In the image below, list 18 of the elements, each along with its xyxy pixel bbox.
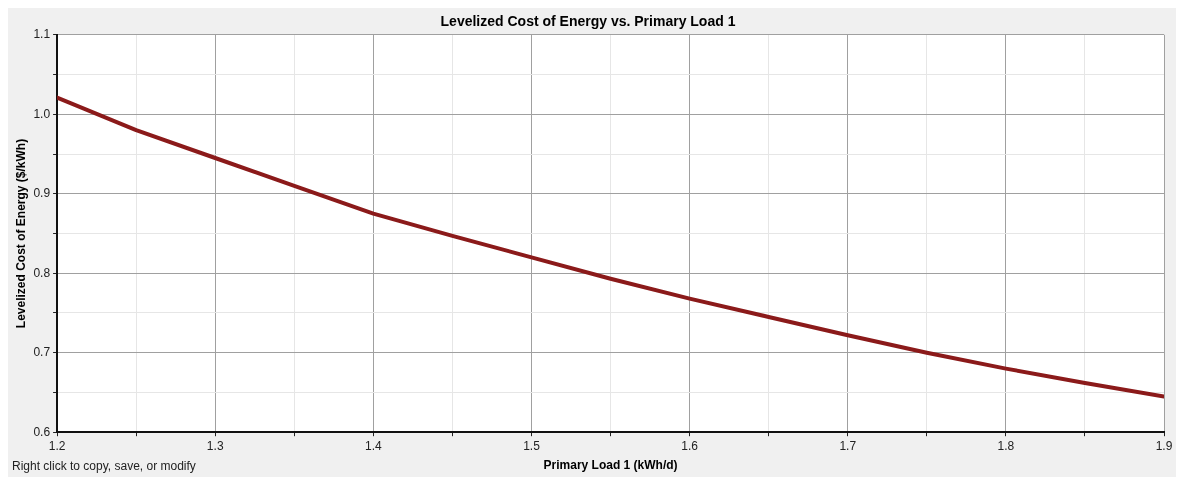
y-tick-label: 1.1 [33, 27, 51, 42]
x-tick-label: 1.5 [523, 438, 541, 453]
x-tick-label: 1.2 [48, 438, 66, 453]
y-tick-label: 0.9 [33, 186, 51, 201]
x-tick-label: 1.6 [681, 438, 699, 453]
y-axis-title: Levelized Cost of Energy ($/kWh) [13, 138, 28, 329]
y-tick-label: 1.0 [33, 106, 51, 121]
y-tick-label: 0.6 [33, 424, 51, 439]
chart-title: Levelized Cost of Energy vs. Primary Load 1 [440, 13, 736, 30]
y-tick-label: 0.7 [33, 345, 51, 360]
y-tick-label: 0.8 [33, 265, 51, 280]
x-tick-label: 1.4 [365, 438, 383, 453]
x-tick-label: 1.8 [997, 438, 1015, 453]
x-tick-label: 1.9 [1155, 438, 1173, 453]
x-tick-label: 1.3 [206, 438, 224, 453]
text: Right click to copy, save, or modify [12, 459, 196, 474]
x-tick-label: 1.7 [839, 438, 857, 453]
x-axis-title: Primary Load 1 (kWh/d) [543, 458, 678, 473]
